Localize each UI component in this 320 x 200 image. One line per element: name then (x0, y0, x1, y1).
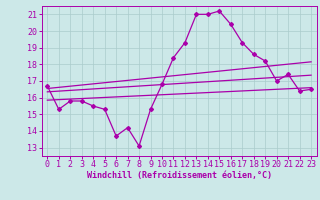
X-axis label: Windchill (Refroidissement éolien,°C): Windchill (Refroidissement éolien,°C) (87, 171, 272, 180)
